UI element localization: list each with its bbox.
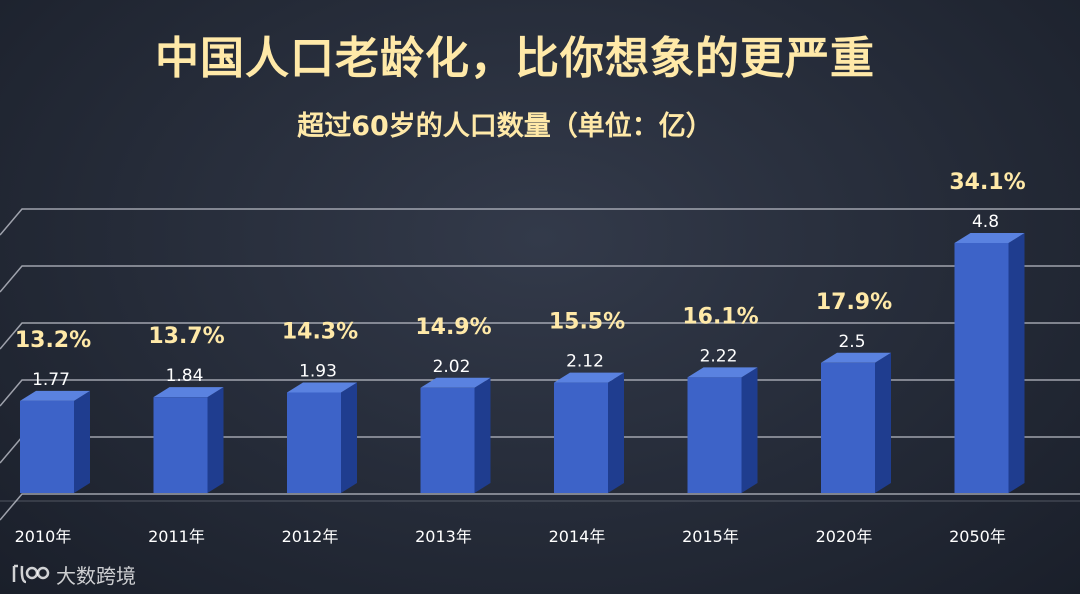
category-label: 2012年 [282, 527, 339, 546]
bar-side [207, 387, 224, 493]
value-label: 1.84 [166, 366, 204, 386]
grid-line [0, 322, 1080, 350]
bar-group: 2.22 16.1% 2015年 [682, 304, 759, 546]
bar-top [20, 390, 90, 401]
bar [954, 243, 1009, 493]
bar-group: 2.5 17.9% 2020年 [816, 290, 893, 546]
value-label: 2.22 [700, 346, 738, 366]
percent-label: 14.9% [415, 315, 491, 340]
category-label: 2014年 [549, 527, 606, 546]
bar-top [420, 377, 491, 388]
category-label: 2020年 [816, 527, 873, 546]
bar-group: 2.02 14.9% 2013年 [415, 315, 492, 546]
bar [554, 382, 608, 493]
percent-label: 14.3% [282, 319, 358, 344]
bar-side [608, 372, 624, 493]
percent-label: 17.9% [816, 290, 892, 315]
bar-top [153, 387, 224, 398]
bar [687, 377, 742, 493]
percent-label: 16.1% [682, 304, 758, 329]
bar-top [821, 352, 891, 363]
bar-group: 2.12 15.5% 2014年 [549, 310, 626, 546]
category-label: 2050年 [949, 527, 1006, 546]
value-label: 2.12 [566, 352, 604, 372]
bar-group: 4.8 34.1% 2050年 [949, 170, 1026, 546]
bar-group: 1.77 13.2% 2010年 [15, 328, 92, 546]
percent-label: 15.5% [549, 310, 625, 335]
bar-side [741, 367, 758, 493]
category-label: 2013年 [415, 527, 472, 546]
bar-group: 1.93 14.3% 2012年 [282, 319, 359, 546]
bar-top [554, 372, 624, 383]
bar-side [74, 390, 90, 493]
bar-side [474, 377, 491, 493]
bar-top [687, 367, 758, 378]
grid-line [0, 208, 1080, 236]
value-label: 1.77 [32, 370, 70, 390]
chart-subtitle: 超过60岁的人口数量（单位：亿） [297, 111, 713, 142]
percent-label: 34.1% [949, 170, 1025, 195]
category-label: 2011年 [148, 527, 205, 546]
category-label: 2010年 [15, 527, 72, 546]
grid-line [0, 265, 1080, 293]
bar [153, 397, 208, 493]
category-label: 2015年 [682, 527, 739, 546]
bar-side [341, 382, 357, 493]
watermark: 大数跨境 [10, 560, 136, 588]
bar-side [875, 352, 891, 493]
value-label: 1.93 [299, 361, 337, 381]
bar-top [954, 233, 1025, 243]
bar [287, 392, 341, 493]
bar [20, 400, 74, 493]
percent-label: 13.7% [148, 324, 224, 349]
bar-group: 1.84 13.7% 2011年 [148, 324, 225, 546]
chart-title: 中国人口老龄化，比你想象的更严重 [155, 33, 875, 84]
bar [821, 362, 875, 493]
percent-label: 13.2% [15, 328, 91, 353]
bar-side [1008, 233, 1025, 493]
watermark-text: 大数跨境 [56, 563, 136, 588]
value-label: 2.02 [433, 357, 471, 377]
bar-top [287, 382, 357, 393]
bar [420, 387, 475, 493]
value-label: 2.5 [838, 332, 865, 352]
grid-line [0, 493, 1080, 521]
value-label: 4.8 [972, 212, 999, 232]
logo-icon [12, 564, 50, 584]
